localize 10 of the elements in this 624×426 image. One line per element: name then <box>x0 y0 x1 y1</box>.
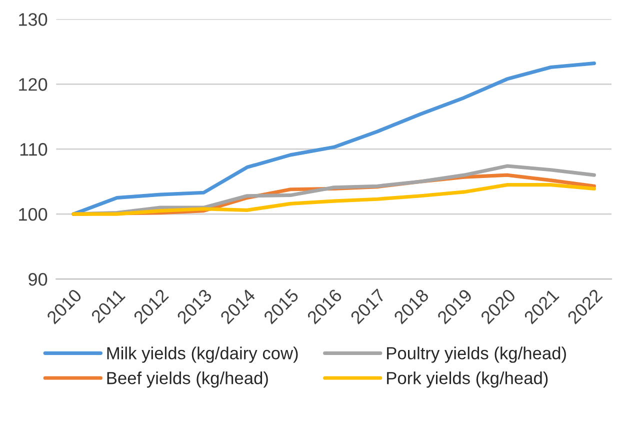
y-tick-label: 120 <box>19 78 48 91</box>
legend-label: Pork yields (kg/head) <box>387 371 548 388</box>
y-tick-label: 110 <box>20 143 48 156</box>
y-tick-label: 90 <box>28 272 48 286</box>
y-tick-label: 100 <box>19 208 48 221</box>
line-series <box>72 183 596 216</box>
legend-label: Poultry yields (kg/head) <box>387 346 566 363</box>
y-tick-label: 130 <box>19 13 48 26</box>
legend-label: Beef yields (kg/head) <box>107 371 268 388</box>
legend-label: Milk yields (kg/dairy cow) <box>107 346 298 363</box>
